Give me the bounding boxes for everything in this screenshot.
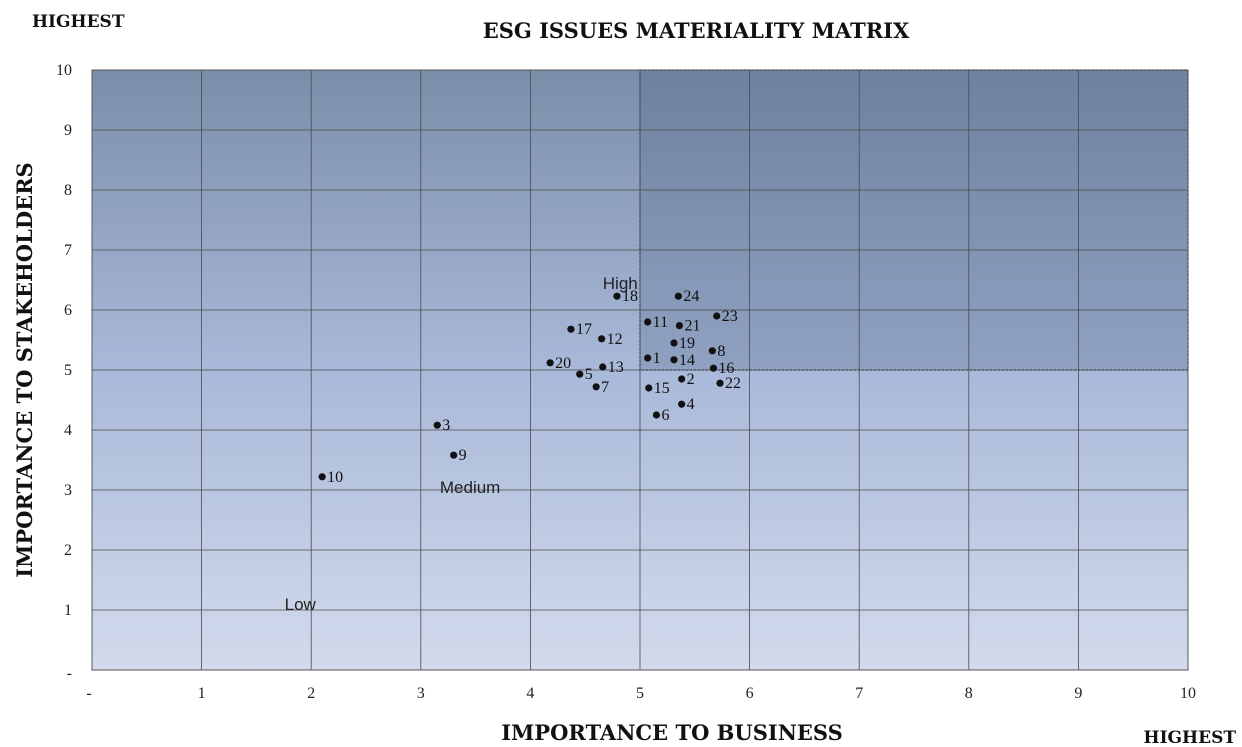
zone-label-low: Low xyxy=(285,595,317,614)
data-point-label-14: 14 xyxy=(679,352,695,369)
x-axis-highest-label: HIGHEST xyxy=(1144,728,1237,747)
grid-lines xyxy=(92,70,1188,670)
data-point-label-16: 16 xyxy=(718,360,734,377)
data-point-label-9: 9 xyxy=(459,447,467,464)
data-point-19 xyxy=(670,339,678,347)
data-point-17 xyxy=(567,325,575,333)
y-tick-label: 2 xyxy=(64,542,72,559)
plot-border xyxy=(91,69,1189,671)
data-point-4 xyxy=(678,400,686,408)
data-point-label-1: 1 xyxy=(653,350,661,367)
x-tick-label: 5 xyxy=(636,685,644,702)
y-tick-label: 9 xyxy=(64,122,72,139)
y-axis-highest-label: HIGHEST xyxy=(32,12,125,32)
data-point-label-12: 12 xyxy=(607,331,623,348)
data-point-label-22: 22 xyxy=(725,375,741,392)
x-axis-ticks: - 1 2 3 4 5 6 7 8 9 10 xyxy=(86,685,1196,702)
x-tick-label: 7 xyxy=(855,685,863,702)
zone-label-medium: Medium xyxy=(440,478,500,497)
data-point-9 xyxy=(450,451,458,459)
data-point-label-21: 21 xyxy=(684,318,700,335)
x-tick-label: 4 xyxy=(526,685,534,702)
y-tick-label: 4 xyxy=(64,422,72,439)
data-point-23 xyxy=(713,312,721,320)
y-tick-label: 6 xyxy=(64,302,72,319)
y-axis-title: IMPORTANCE TO STAKEHOLDERS xyxy=(12,162,37,577)
chart-title: ESG ISSUES MATERIALITY MATRIX xyxy=(483,18,910,43)
data-point-label-8: 8 xyxy=(717,343,725,360)
x-tick-label: 2 xyxy=(307,685,315,702)
y-tick-label: 5 xyxy=(64,362,72,379)
highlight-region xyxy=(639,69,1189,371)
data-point-label-17: 17 xyxy=(576,321,592,338)
data-point-21 xyxy=(675,322,684,330)
data-point-label-11: 11 xyxy=(653,314,668,331)
data-point-6 xyxy=(652,411,661,419)
x-tick-label: 8 xyxy=(965,685,973,702)
data-point-label-15: 15 xyxy=(654,380,670,397)
y-tick-label: 3 xyxy=(64,482,72,499)
data-point-7 xyxy=(592,383,600,391)
y-tick-label: 8 xyxy=(64,182,72,199)
data-point-label-5: 5 xyxy=(585,366,593,383)
data-point-label-13: 13 xyxy=(608,359,624,376)
data-point-label-10: 10 xyxy=(327,469,343,486)
data-point-2 xyxy=(678,375,686,383)
data-point-label-20: 20 xyxy=(555,355,571,372)
y-tick-label: 10 xyxy=(56,62,72,79)
data-point-label-4: 4 xyxy=(687,396,695,413)
data-point-22 xyxy=(716,379,724,387)
data-point-15 xyxy=(645,384,653,392)
data-point-1 xyxy=(644,354,652,362)
data-point-label-19: 19 xyxy=(679,335,695,352)
data-point-label-7: 7 xyxy=(601,379,609,396)
x-tick-label: 6 xyxy=(746,685,754,702)
y-tick-label: 1 xyxy=(64,602,72,619)
data-point-12 xyxy=(598,335,606,343)
data-point-3 xyxy=(433,421,441,429)
x-tick-label: 9 xyxy=(1074,685,1082,702)
data-point-label-2: 2 xyxy=(687,371,695,388)
x-tick-label: 1 xyxy=(198,685,206,702)
data-point-label-3: 3 xyxy=(442,417,450,434)
y-tick-label: - xyxy=(67,665,72,682)
data-point-14 xyxy=(670,356,678,364)
zone-label-high: High xyxy=(603,274,638,293)
data-point-label-23: 23 xyxy=(722,308,738,325)
data-point-label-24: 24 xyxy=(683,288,699,305)
x-tick-label: - xyxy=(86,685,91,702)
data-point-24 xyxy=(674,292,682,300)
x-axis-title: IMPORTANCE TO BUSINESS xyxy=(501,720,843,745)
data-point-11 xyxy=(644,318,652,326)
x-tick-label: 10 xyxy=(1180,685,1196,702)
y-axis-ticks: - 1 2 3 4 5 6 7 8 9 10 xyxy=(56,62,72,682)
data-point-16 xyxy=(709,364,718,372)
data-point-10 xyxy=(318,473,326,481)
data-point-20 xyxy=(546,359,554,367)
data-point-label-6: 6 xyxy=(661,407,669,424)
data-point-18 xyxy=(613,292,621,300)
y-tick-label: 7 xyxy=(64,242,72,259)
data-point-8 xyxy=(708,347,716,355)
data-point-label-18: 18 xyxy=(622,288,638,305)
x-tick-label: 3 xyxy=(417,685,425,702)
data-point-13 xyxy=(599,363,607,371)
data-point-5 xyxy=(576,370,584,378)
zone-labels: Low Medium High xyxy=(285,274,638,614)
